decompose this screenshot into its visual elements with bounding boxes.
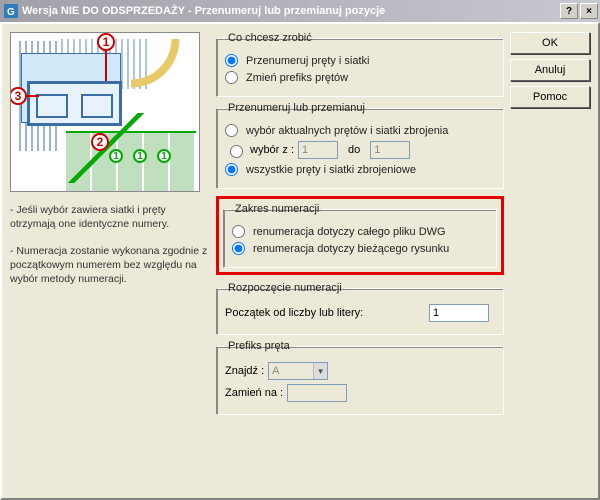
range-from-input [298, 141, 338, 159]
preview-illustration: 1 1 1 1 2 3 [10, 32, 200, 192]
group-extent: Zakres numeracji renumeracja dotyczy cał… [223, 203, 497, 268]
prefix-replace-input [287, 384, 347, 402]
dialog-body: 1 1 1 1 2 3 - Jeśli wybór zawiera siatki… [0, 22, 600, 500]
close-title-button[interactable]: × [580, 3, 598, 19]
svg-text:G: G [7, 7, 15, 18]
prefix-find-label: Znajdź : [225, 365, 264, 377]
radio-scope-all-label: wszystkie pręty i siatki zbrojeniowe [246, 164, 416, 176]
radio-renumber-label: Przenumeruj pręty i siatki [246, 55, 370, 67]
radio-scope-all[interactable] [225, 163, 238, 176]
help-note-1: - Jeśli wybór zawiera siatki i pręty otr… [10, 204, 210, 231]
group-action: Co chcesz zrobić Przenumeruj pręty i sia… [216, 32, 504, 97]
window-title: Wersja NIE DO ODSPRZEDAŻY - Przenumeruj … [22, 5, 385, 17]
radio-scope-range-label: wybór z : [250, 144, 294, 156]
help-button[interactable]: Pomoc [510, 86, 590, 108]
help-title-button[interactable]: ? [560, 3, 578, 19]
range-to-label: do [348, 144, 360, 156]
radio-change-prefix-label: Zmień prefiks prętów [246, 72, 348, 84]
help-note-2: - Numeracja zostanie wykonana zgodnie z … [10, 245, 210, 286]
radio-scope-range[interactable] [230, 145, 243, 158]
group-extent-legend: Zakres numeracji [232, 203, 322, 215]
radio-change-prefix[interactable] [225, 71, 238, 84]
prefix-replace-label: Zamień na : [225, 387, 283, 399]
prefix-find-value: A [272, 365, 279, 377]
radio-scope-selection[interactable] [225, 124, 238, 137]
group-start: Rozpoczęcie numeracji Początek od liczby… [216, 282, 504, 335]
button-panel: OK Anuluj Pomoc [510, 32, 590, 490]
left-panel: 1 1 1 1 2 3 - Jeśli wybór zawiera siatki… [10, 32, 210, 490]
cancel-button[interactable]: Anuluj [510, 59, 590, 81]
range-to-input [370, 141, 410, 159]
chevron-down-icon: ▼ [313, 363, 327, 379]
group-scope: Przenumeruj lub przemianuj wybór aktualn… [216, 102, 504, 189]
prefix-find-select: A ▼ [268, 362, 328, 380]
options-panel: Co chcesz zrobić Przenumeruj pręty i sia… [216, 32, 504, 490]
highlight-box: Zakres numeracji renumeracja dotyczy cał… [216, 196, 504, 275]
radio-renumber[interactable] [225, 54, 238, 67]
group-prefix-legend: Prefiks pręta [225, 340, 293, 352]
group-start-legend: Rozpoczęcie numeracji [225, 282, 345, 294]
group-prefix: Prefiks pręta Znajdź : A ▼ Zamień na : [216, 340, 504, 415]
callout-1: 1 [97, 33, 115, 51]
title-bar: G Wersja NIE DO ODSPRZEDAŻY - Przenumeru… [0, 0, 600, 22]
start-value-input[interactable] [429, 304, 489, 322]
start-label: Początek od liczby lub litery: [225, 307, 425, 319]
radio-extent-current-drawing[interactable] [232, 242, 245, 255]
ok-button[interactable]: OK [510, 32, 590, 54]
app-icon: G [4, 4, 18, 18]
callout-2: 2 [91, 133, 109, 151]
radio-extent-current-drawing-label: renumeracja dotyczy bieżącego rysunku [253, 243, 449, 255]
radio-extent-whole-dwg[interactable] [232, 225, 245, 238]
group-action-legend: Co chcesz zrobić [225, 32, 315, 44]
group-scope-legend: Przenumeruj lub przemianuj [225, 102, 368, 114]
radio-extent-whole-dwg-label: renumeracja dotyczy całego pliku DWG [253, 226, 446, 238]
radio-scope-selection-label: wybór aktualnych prętów i siatki zbrojen… [246, 125, 448, 137]
